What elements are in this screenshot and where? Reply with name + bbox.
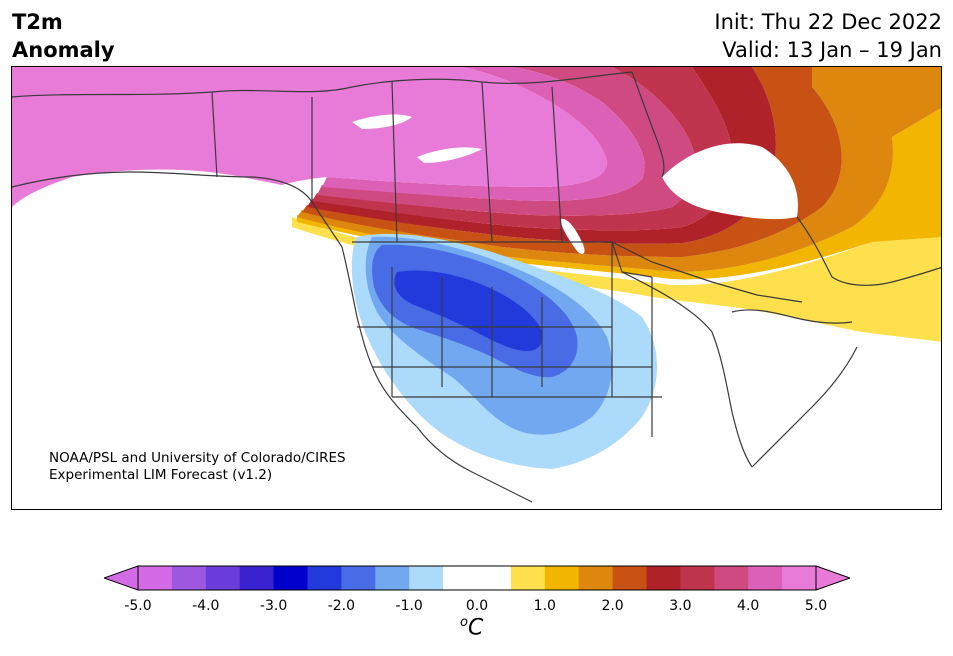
colorbar-under-arrow xyxy=(104,566,138,590)
credit-text: NOAA/PSL and University of Colorado/CIRE… xyxy=(49,450,346,484)
colorbar-cell xyxy=(341,566,376,590)
variable-line-1: T2m xyxy=(12,10,63,34)
colorbar-cell xyxy=(409,566,444,590)
lake-great-bear xyxy=(352,114,412,129)
colorbar-cell xyxy=(612,566,647,590)
colorbar-cell xyxy=(748,566,783,590)
forecast-dates: Init: Thu 22 Dec 2022 Valid: 13 Jan – 19… xyxy=(714,8,942,64)
colorbar-arrow-outline-right xyxy=(815,565,850,591)
colorbar-cell xyxy=(273,566,308,590)
colorbar-tick-label: 3.0 xyxy=(669,598,692,614)
lake-winnipeg xyxy=(560,218,585,254)
warm-band-strong xyxy=(12,67,607,207)
colorbar-tick-label: -1.0 xyxy=(395,598,423,614)
colorbar-tick-label: 5.0 xyxy=(804,598,828,614)
warm-band-3 xyxy=(302,67,842,257)
warm-band-weak xyxy=(292,217,941,342)
colorbar-outline xyxy=(137,565,817,591)
colorbar-cell xyxy=(714,566,749,590)
warm-band-7 xyxy=(322,67,645,201)
colorbar-cell xyxy=(375,566,410,590)
colorbar-tick-label: 1.0 xyxy=(533,598,556,614)
colorbar-over-arrow xyxy=(816,566,850,590)
colorbar-cells xyxy=(138,566,817,590)
cool-band-4 xyxy=(394,270,543,352)
colorbar-tick-label: 0.0 xyxy=(465,598,489,614)
warm-band-2 xyxy=(297,67,941,272)
variable-line-2: Anomaly xyxy=(12,38,115,62)
warm-band-4 xyxy=(307,67,776,244)
unit-letter: C xyxy=(467,615,484,641)
colorbar-arrow-outline xyxy=(104,565,139,591)
colorbar-cell xyxy=(782,566,817,590)
colorbar-cell xyxy=(205,566,241,590)
colorbar-cell xyxy=(510,566,546,590)
anomaly-map xyxy=(11,66,942,510)
colorbar-cell xyxy=(544,566,580,590)
map-svg xyxy=(12,67,941,503)
colorbar-cell xyxy=(477,566,512,590)
colorbar-cell xyxy=(680,566,715,590)
valid-dates: Valid: 13 Jan – 19 Jan xyxy=(722,38,942,62)
colorbar-cell xyxy=(578,566,614,590)
colorbar-unit: oC xyxy=(460,615,483,640)
map-variable-title: T2m Anomaly xyxy=(12,8,115,64)
warm-band-6 xyxy=(317,67,696,216)
colorbar-tick-label: 2.0 xyxy=(601,598,624,614)
credit-line-1: NOAA/PSL and University of Colorado/CIRE… xyxy=(49,450,346,466)
colorbar-cell xyxy=(171,566,207,590)
warm-band-5 xyxy=(312,67,732,231)
colorbar xyxy=(104,565,850,591)
colorbar-cell xyxy=(239,566,275,590)
colorbar-cell xyxy=(138,566,173,590)
colorbar-cell xyxy=(307,566,342,590)
colorbar-cell xyxy=(646,566,681,590)
credit-line-2: Experimental LIM Forecast (v1.2) xyxy=(49,467,273,483)
lake-great-slave xyxy=(417,147,482,163)
colorbar-tick-label: -4.0 xyxy=(192,598,220,614)
colorbar-cell xyxy=(443,566,478,590)
hudson-bay xyxy=(662,143,798,220)
colorbar-tick-label: -2.0 xyxy=(327,598,356,614)
boundaries xyxy=(12,71,941,503)
colorbar-tick-label: -5.0 xyxy=(124,598,152,614)
colorbar-tick-label: -3.0 xyxy=(259,598,288,614)
unit-degree: o xyxy=(460,615,468,630)
init-date: Init: Thu 22 Dec 2022 xyxy=(714,10,942,34)
colorbar-tick-label: 4.0 xyxy=(737,598,760,614)
